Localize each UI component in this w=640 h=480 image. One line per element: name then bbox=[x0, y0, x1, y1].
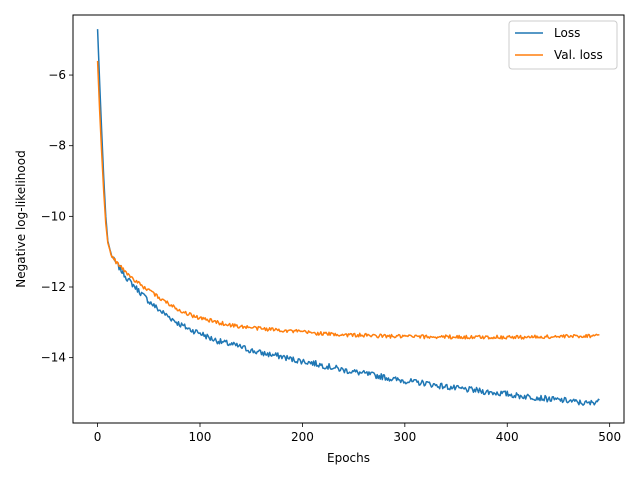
x-tick-label: 500 bbox=[598, 430, 621, 444]
ticks-layer: 0 100 200 300 400 500 −14 −12 −10 −8 −6 bbox=[41, 68, 621, 444]
legend-label: Loss bbox=[554, 26, 580, 40]
series-layer bbox=[96, 29, 600, 406]
y-tick-label: −12 bbox=[41, 280, 66, 294]
legend: Loss Val. loss bbox=[508, 20, 618, 70]
y-tick-label: −10 bbox=[41, 209, 66, 223]
plot-frame bbox=[72, 14, 625, 424]
x-tick-label: 400 bbox=[496, 430, 519, 444]
y-tick-label: −6 bbox=[48, 68, 66, 82]
x-tick-label: 300 bbox=[393, 430, 416, 444]
x-tick-label: 0 bbox=[94, 430, 102, 444]
y-tick-label: −14 bbox=[41, 351, 66, 365]
y-tick-label: −8 bbox=[48, 139, 66, 153]
series-line-loss bbox=[96, 29, 600, 406]
x-tick-label: 100 bbox=[189, 430, 212, 444]
y-axis-label: Negative log-likelihood bbox=[14, 150, 28, 287]
x-axis-label: Epochs bbox=[327, 451, 370, 465]
legend-label: Val. loss bbox=[554, 48, 603, 62]
series-line-val-loss bbox=[96, 60, 600, 340]
x-tick-label: 200 bbox=[291, 430, 314, 444]
